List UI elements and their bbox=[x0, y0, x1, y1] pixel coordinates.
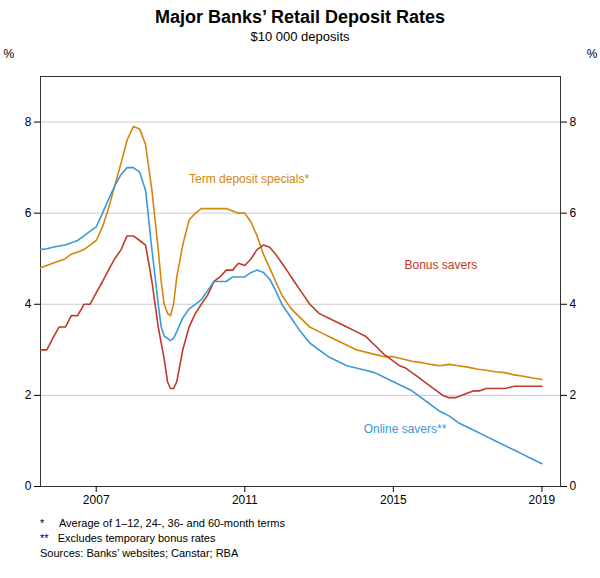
svg-text:2007: 2007 bbox=[83, 493, 110, 507]
svg-text:4: 4 bbox=[25, 297, 32, 311]
svg-text:0: 0 bbox=[570, 479, 577, 493]
svg-text:Term deposit specials*: Term deposit specials* bbox=[189, 172, 309, 186]
svg-text:2019: 2019 bbox=[529, 493, 556, 507]
svg-text:0: 0 bbox=[25, 479, 32, 493]
svg-text:Bonus savers: Bonus savers bbox=[405, 258, 478, 272]
svg-text:2011: 2011 bbox=[232, 493, 258, 507]
svg-text:6: 6 bbox=[570, 206, 577, 220]
svg-text:2015: 2015 bbox=[380, 493, 407, 507]
svg-text:2: 2 bbox=[570, 388, 577, 402]
html-text:Sources: Banks’ websites; Cans: Sources: Banks’ websites; Canstar; RBA bbox=[40, 547, 239, 559]
svg-text:%: % bbox=[587, 47, 598, 61]
svg-text:6: 6 bbox=[25, 206, 32, 220]
html-text:* Average of 1–12, 24-, 36- an: * Average of 1–12, 24-, 36- and 60-month… bbox=[40, 517, 285, 529]
svg-text:Online savers**: Online savers** bbox=[364, 422, 447, 436]
html-text:$10 000 deposits: $10 000 deposits bbox=[250, 29, 350, 44]
svg-text:%: % bbox=[4, 47, 15, 61]
html-text:** Excludes temporary bonus ra: ** Excludes temporary bonus rates bbox=[40, 532, 216, 544]
html-text:Major Banks’ Retail Deposit Ra: Major Banks’ Retail Deposit Rates bbox=[155, 7, 445, 27]
svg-text:8: 8 bbox=[25, 115, 32, 129]
svg-text:2: 2 bbox=[25, 388, 32, 402]
svg-text:8: 8 bbox=[570, 115, 577, 129]
svg-text:4: 4 bbox=[570, 297, 577, 311]
